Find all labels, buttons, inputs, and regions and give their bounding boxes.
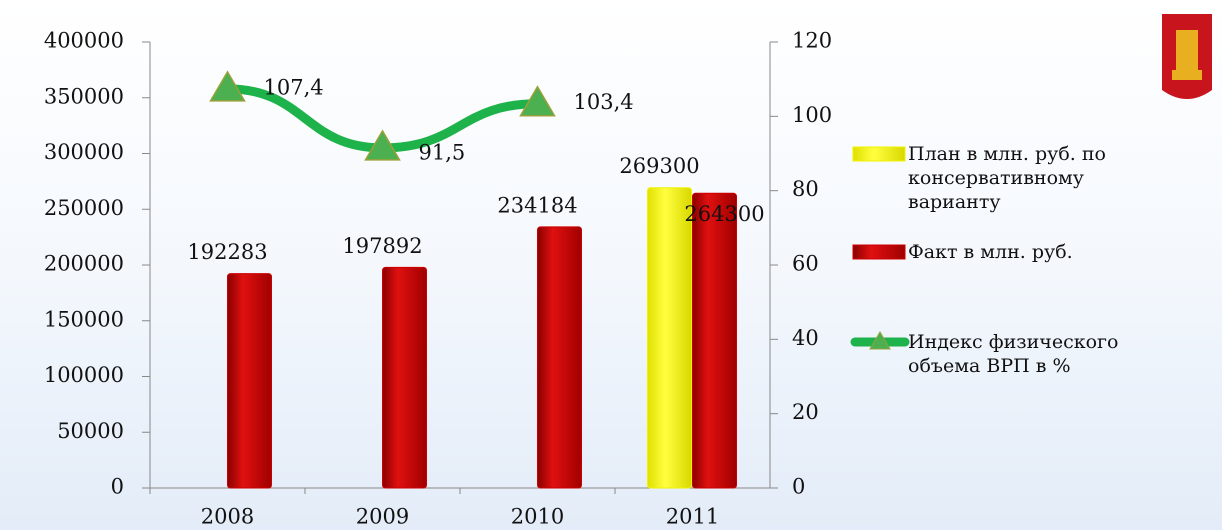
legend-label: План в млн. руб. по консервативному вари…	[908, 143, 1106, 213]
data-label: 103,4	[574, 90, 634, 114]
bar	[692, 192, 737, 489]
y-tick-label: 50000	[57, 419, 124, 443]
data-label: 234184	[497, 193, 577, 217]
y2-tick-label: 100	[792, 103, 832, 127]
marker	[364, 129, 401, 161]
legend-label: Индекс физического объема ВРП в %	[908, 331, 1119, 377]
data-label: 269300	[619, 154, 699, 178]
y-tick-label: 400000	[44, 29, 124, 53]
y-tick-label: 200000	[44, 252, 124, 276]
y2-tick-label: 40	[792, 326, 819, 350]
marker	[519, 85, 556, 117]
y2-tick-label: 120	[792, 29, 832, 53]
data-label: 91,5	[419, 140, 466, 164]
data-label: 192283	[187, 240, 267, 264]
marker	[209, 70, 246, 102]
x-tick-label: 2010	[511, 505, 564, 529]
y2-tick-label: 60	[792, 252, 819, 276]
legend-key	[852, 244, 906, 260]
y2-tick-label: 0	[792, 475, 805, 499]
y2-tick-label: 20	[792, 400, 819, 424]
y-tick-label: 300000	[44, 140, 124, 164]
data-label: 197892	[342, 234, 422, 258]
x-tick-label: 2011	[666, 505, 719, 529]
logo	[1162, 14, 1212, 99]
y-tick-label: 250000	[44, 196, 124, 220]
legend-key	[869, 331, 891, 350]
y2-tick-label: 80	[792, 177, 819, 201]
bar	[227, 273, 272, 489]
x-tick-label: 2008	[201, 505, 254, 529]
bar	[382, 266, 427, 489]
y-tick-label: 350000	[44, 84, 124, 108]
bar	[647, 187, 692, 489]
data-label: 264300	[684, 202, 764, 226]
x-tick-label: 2009	[356, 505, 409, 529]
legend-label: Факт в млн. руб.	[908, 241, 1073, 263]
y-tick-label: 150000	[44, 307, 124, 331]
y-tick-label: 100000	[44, 363, 124, 387]
y-tick-label: 0	[111, 475, 124, 499]
bar	[537, 226, 582, 489]
data-label: 107,4	[264, 75, 324, 99]
legend-key	[852, 146, 906, 162]
